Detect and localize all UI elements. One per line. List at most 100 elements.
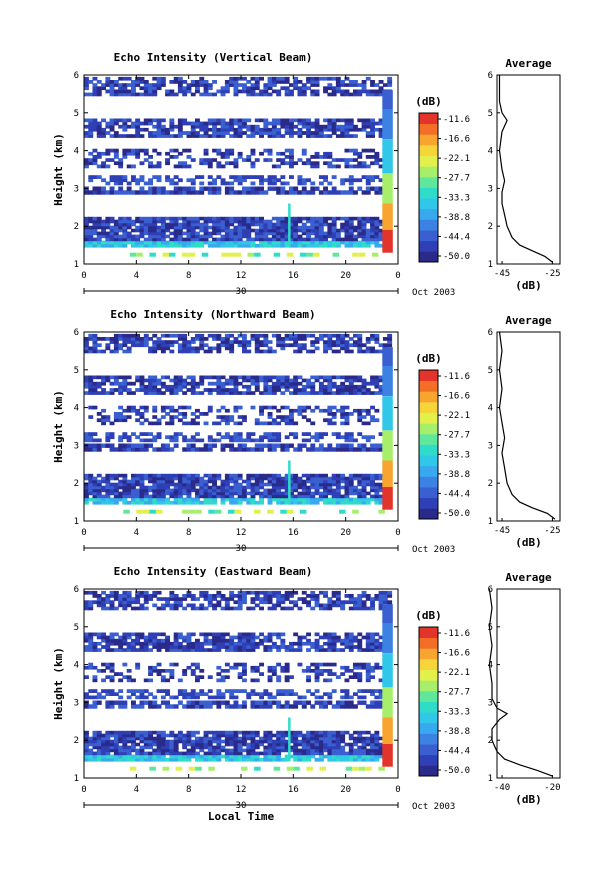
heatmap-cell bbox=[267, 421, 273, 426]
heatmap-cell bbox=[331, 340, 337, 344]
heatmap-cell bbox=[276, 432, 282, 436]
heatmap-cell bbox=[229, 435, 235, 440]
heatmap-cell bbox=[382, 83, 388, 87]
heatmap-cell bbox=[224, 482, 230, 487]
heatmap-cell bbox=[297, 479, 303, 484]
heatmap-cell bbox=[122, 76, 128, 81]
heatmap-cell bbox=[143, 590, 149, 595]
heatmap-cell bbox=[139, 488, 145, 493]
heatmap-cell bbox=[365, 178, 371, 183]
heatmap-cell bbox=[212, 473, 217, 478]
heatmap-cell bbox=[289, 237, 294, 242]
heatmap-cell bbox=[156, 742, 162, 747]
heatmap-cell bbox=[160, 391, 166, 395]
heatmap-cell bbox=[165, 447, 170, 452]
heatmap-cell bbox=[246, 186, 252, 191]
heatmap-cell bbox=[301, 485, 307, 490]
heatmap-cell bbox=[177, 234, 183, 239]
heatmap-cell bbox=[156, 488, 162, 493]
heatmap-cell bbox=[139, 148, 145, 153]
heatmap-cell bbox=[284, 733, 290, 738]
heatmap-cell bbox=[118, 751, 124, 756]
heatmap-cell bbox=[92, 240, 98, 245]
heatmap-cell bbox=[123, 509, 130, 514]
heatmap-cell bbox=[335, 80, 341, 84]
heatmap-cell bbox=[148, 638, 153, 643]
heatmap-cell bbox=[237, 745, 243, 750]
heatmap-cell bbox=[382, 460, 393, 487]
heatmap-cell bbox=[301, 736, 307, 741]
heatmap-cell bbox=[361, 754, 367, 759]
heatmap-cell bbox=[152, 435, 158, 440]
heatmap-cell bbox=[297, 641, 303, 646]
heatmap-cell bbox=[306, 739, 311, 744]
heatmap-cell bbox=[131, 443, 136, 448]
heatmap-cell bbox=[126, 645, 132, 649]
heatmap-cell bbox=[306, 733, 311, 738]
heatmap-cell bbox=[186, 237, 192, 242]
heatmap-cell bbox=[96, 438, 102, 443]
heatmap-cell bbox=[259, 228, 264, 233]
heatmap-cell bbox=[220, 482, 226, 487]
heatmap-cell bbox=[357, 186, 363, 191]
heatmap-cell bbox=[105, 151, 111, 156]
heatmap-cell bbox=[105, 594, 111, 598]
average-y-tick-label: 1 bbox=[488, 517, 493, 527]
heatmap-cell bbox=[237, 482, 243, 487]
heatmap-cell bbox=[224, 443, 230, 448]
heatmap-cell bbox=[118, 672, 124, 676]
heatmap-cell bbox=[229, 488, 235, 493]
heatmap-cell bbox=[259, 497, 264, 502]
heatmap-cell bbox=[195, 476, 200, 481]
heatmap-cell bbox=[182, 412, 188, 416]
heatmap-cell bbox=[212, 158, 217, 162]
heatmap-cell bbox=[314, 678, 320, 683]
heatmap-cell bbox=[289, 225, 294, 230]
heatmap-cell bbox=[306, 121, 311, 126]
heatmap-cell bbox=[323, 340, 328, 344]
heatmap-cell bbox=[301, 121, 307, 126]
heatmap-cell bbox=[220, 225, 226, 230]
heatmap-cell bbox=[297, 662, 303, 667]
heatmap-cell bbox=[293, 243, 299, 248]
heatmap-cell bbox=[105, 89, 111, 94]
heatmap-cell bbox=[135, 333, 141, 338]
heatmap-cell bbox=[242, 648, 247, 652]
heatmap-cell bbox=[314, 127, 320, 132]
heatmap-cell bbox=[105, 443, 111, 448]
heatmap-cell bbox=[143, 473, 149, 478]
heatmap-cell bbox=[233, 751, 239, 756]
heatmap-cell bbox=[331, 432, 337, 436]
heatmap-cell bbox=[306, 405, 311, 410]
heatmap-cell bbox=[246, 438, 252, 443]
heatmap-cell bbox=[331, 333, 337, 338]
heatmap-cell bbox=[177, 228, 183, 233]
heatmap-cell bbox=[207, 186, 213, 191]
heatmap-cell bbox=[314, 89, 320, 94]
heatmap-cell bbox=[199, 186, 205, 191]
heatmap-cell bbox=[220, 219, 226, 224]
heatmap-cell bbox=[96, 391, 102, 395]
heatmap-cell bbox=[88, 736, 94, 741]
heatmap-cell bbox=[190, 222, 196, 227]
heatmap-cell bbox=[160, 340, 166, 344]
heatmap-cell bbox=[92, 219, 98, 224]
heatmap-cell bbox=[199, 482, 205, 487]
heatmap-cell bbox=[293, 76, 299, 81]
heatmap-cell bbox=[344, 500, 350, 505]
heatmap-cell bbox=[109, 231, 115, 236]
heatmap-cell bbox=[267, 121, 273, 126]
heatmap-cell bbox=[335, 739, 341, 744]
heatmap-cell bbox=[314, 491, 320, 496]
heatmap-cell bbox=[335, 216, 341, 221]
heatmap-cell bbox=[365, 89, 371, 94]
heatmap-cell bbox=[301, 240, 307, 245]
heatmap-cell bbox=[361, 473, 367, 478]
heatmap-cell bbox=[152, 216, 158, 221]
heatmap-cell bbox=[374, 494, 380, 499]
heatmap-cell bbox=[340, 181, 346, 186]
heatmap-cell bbox=[378, 164, 384, 169]
heatmap-cell bbox=[139, 375, 145, 380]
heatmap-cell bbox=[242, 488, 247, 493]
heatmap-cell bbox=[297, 86, 303, 91]
